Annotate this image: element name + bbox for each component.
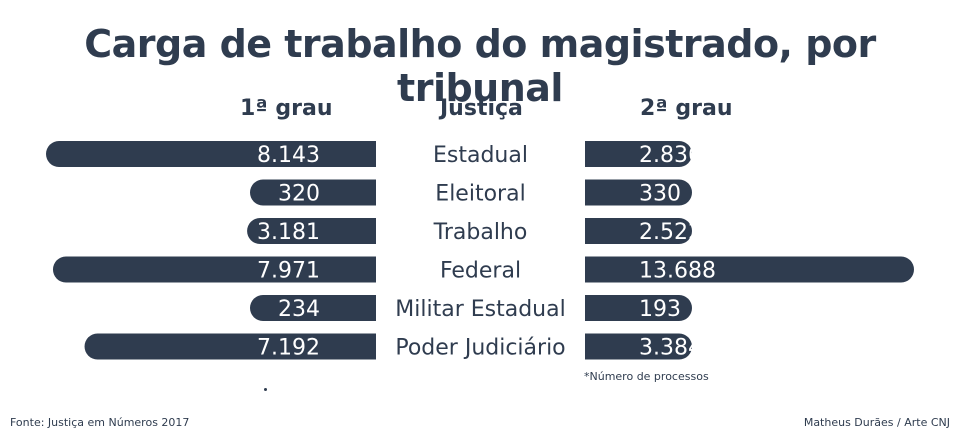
label-first-grade-1: 320: [278, 182, 320, 207]
bar-second-grade-3: [585, 256, 914, 283]
header-justice: Justiça: [440, 96, 523, 121]
bar-second-grade-1: [585, 179, 692, 206]
label-second-grade-0: 2.836: [639, 143, 702, 168]
header-first-grade: 1ª grau: [240, 96, 333, 121]
label-second-grade-4: 193: [639, 297, 681, 322]
label-first-grade-0: 8.143: [257, 143, 320, 168]
source-text: Fonte: Justiça em Números 2017: [10, 416, 190, 429]
decorative-dot: [264, 388, 267, 391]
category-label-4: Militar Estadual: [395, 297, 565, 322]
category-label-1: Eleitoral: [435, 182, 525, 207]
header-second-grade: 2ª grau: [640, 96, 733, 121]
bar-second-grade-2: [585, 218, 692, 244]
bar-first-grade-3: [52, 256, 377, 283]
bar-first-grade-5: [84, 333, 376, 360]
label-second-grade-1: 330: [639, 182, 681, 207]
bar-second-grade-0: [585, 141, 692, 167]
units-note: *Número de processos: [584, 370, 709, 383]
category-label-0: Estadual: [433, 143, 528, 168]
bar-second-grade-4: [585, 295, 692, 321]
category-label-2: Trabalho: [433, 220, 528, 245]
label-first-grade-5: 7.192: [257, 336, 320, 361]
category-label-3: Federal: [440, 259, 521, 284]
label-second-grade-3: 13.688: [639, 259, 716, 284]
chart-title: Carga de trabalho do magistrado, por tri…: [84, 22, 876, 110]
label-first-grade-3: 7.971: [257, 259, 320, 284]
label-first-grade-2: 3.181: [257, 220, 320, 245]
bar-first-grade-2: [247, 218, 376, 244]
bar-first-grade-4: [250, 295, 376, 321]
label-first-grade-4: 234: [278, 297, 320, 322]
category-label-5: Poder Judiciário: [395, 336, 565, 361]
label-second-grade-5: 3.384: [639, 336, 702, 361]
bar-second-grade-5: [585, 333, 692, 360]
credit-text: Matheus Durães / Arte CNJ: [803, 416, 950, 429]
bar-first-grade-0: [46, 141, 376, 167]
bar-first-grade-1: [250, 179, 376, 206]
label-second-grade-2: 2.522: [639, 220, 702, 245]
